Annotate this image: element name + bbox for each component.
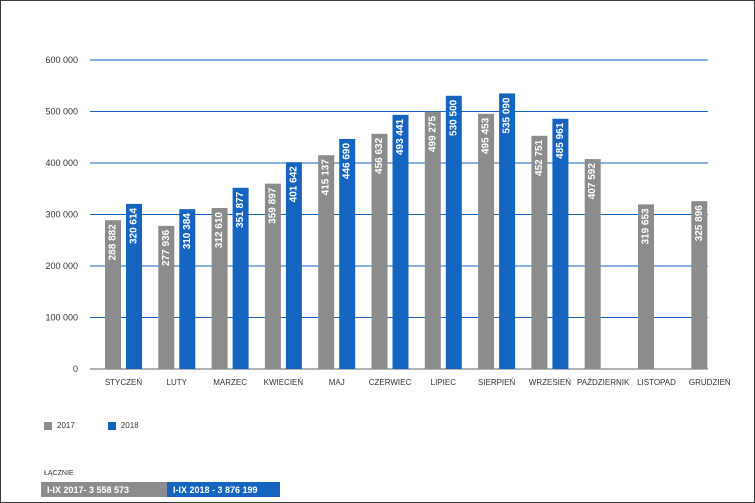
y-tick-label: 0 — [73, 364, 78, 374]
legend-swatch-2018 — [107, 421, 116, 430]
legend-swatch-2017 — [44, 421, 52, 430]
bar-2018-8 — [499, 93, 516, 369]
total-2018-box: I-IX 2018 - 3 876 199 — [167, 482, 280, 497]
bar-2018-7 — [445, 95, 462, 369]
bar-2017-11 — [638, 204, 654, 369]
x-category-label: PAŹDZIERNIK — [577, 378, 630, 387]
y-tick-label: 300 000 — [45, 210, 78, 220]
x-category-label: MARZEC — [213, 378, 247, 387]
bar-value-label: 495 453 — [481, 117, 492, 154]
bar-2017-8 — [478, 113, 495, 369]
bar-value-label: 310 384 — [182, 213, 193, 250]
bar-2017-2 — [158, 225, 175, 369]
x-category-label: LISTOPAD — [637, 378, 676, 387]
bar-value-label: 446 690 — [342, 143, 353, 180]
bar-value-label: 351 877 — [235, 191, 246, 228]
x-category-label: KWIECIEŃ — [264, 378, 304, 387]
legend-label-2018: 2018 — [120, 421, 139, 430]
bar-value-label: 530 500 — [448, 99, 459, 136]
bar-2017-4 — [264, 183, 281, 369]
total-2017-box: I-IX 2017- 3 558 573 — [41, 482, 167, 497]
bar-2017-10 — [584, 159, 601, 369]
bar-value-label: 493 441 — [395, 118, 406, 155]
bar-2018-3 — [232, 187, 249, 369]
bar-value-label: 359 897 — [267, 187, 278, 224]
bar-2018-4 — [285, 162, 302, 369]
bar-value-label: 407 592 — [587, 163, 598, 200]
bar-2018-6 — [392, 114, 409, 369]
bar-value-labels: 288 882 320 614 277 936 310 384 312 610 351 8… — [108, 97, 705, 266]
bar-value-label: 277 936 — [161, 229, 172, 266]
legend-label-2017: 2017 — [57, 421, 75, 430]
y-tick-label: 100 000 — [45, 313, 78, 323]
bar-value-label: 401 642 — [288, 166, 299, 203]
bar-2017-5 — [318, 155, 335, 369]
bar-value-label: 319 653 — [641, 208, 652, 245]
bars — [105, 93, 708, 369]
x-category-label: LUTY — [167, 378, 188, 387]
y-tick-label: 200 000 — [45, 261, 78, 271]
x-category-label: LIPIEC — [431, 378, 457, 387]
bar-2018-5 — [339, 138, 356, 369]
totals-heading: ŁĄCZNIE — [44, 470, 74, 477]
bar-2017-3 — [211, 208, 228, 369]
x-category-label: SIERPIEŃ — [478, 378, 516, 387]
bar-value-label: 325 896 — [694, 205, 705, 242]
bar-value-label: 499 275 — [427, 115, 438, 152]
bar-value-label: 452 751 — [534, 139, 545, 176]
bar-2018-2 — [179, 209, 196, 369]
bar-2018-9 — [552, 118, 569, 369]
bar-2017-6 — [371, 133, 388, 369]
x-category-label: STYCZEŃ — [105, 378, 143, 387]
bar-2017-1 — [105, 220, 121, 369]
y-tick-label: 400 000 — [45, 158, 78, 168]
bar-value-label: 456 632 — [374, 137, 385, 174]
y-tick-label: 600 000 — [45, 55, 78, 65]
x-category-label: MAJ — [329, 378, 345, 387]
bar-value-label: 535 090 — [502, 97, 513, 134]
bar-2017-9 — [531, 135, 548, 369]
bar-value-label: 485 961 — [555, 122, 566, 159]
bar-value-label: 312 610 — [214, 212, 225, 249]
y-axis-tick-labels: 0 100 000 200 000 300 000 400 000 500 000 600 … — [45, 55, 78, 374]
legend-item-2018: 2018 — [107, 421, 139, 430]
bar-value-label: 288 882 — [108, 224, 119, 261]
bar-value-label: 320 614 — [129, 207, 140, 244]
bar-2018-1 — [126, 203, 142, 369]
legend-item-2017: 2017 — [44, 421, 75, 430]
legend: 2017 2018 — [44, 421, 172, 430]
x-category-label: GRUDZIEŃ — [689, 378, 731, 387]
x-category-label: WRZESIEŃ — [529, 378, 571, 387]
bar-2017-7 — [424, 111, 441, 369]
bar-2017-12 — [691, 201, 708, 369]
x-axis-category-labels: STYCZEŃ LUTY MARZEC KWIECIEŃ MAJ CZERWIEC LIPI… — [105, 378, 731, 387]
y-tick-label: 500 000 — [45, 107, 78, 117]
x-category-label: CZERWIEC — [369, 378, 412, 387]
bar-value-label: 415 137 — [321, 159, 332, 196]
